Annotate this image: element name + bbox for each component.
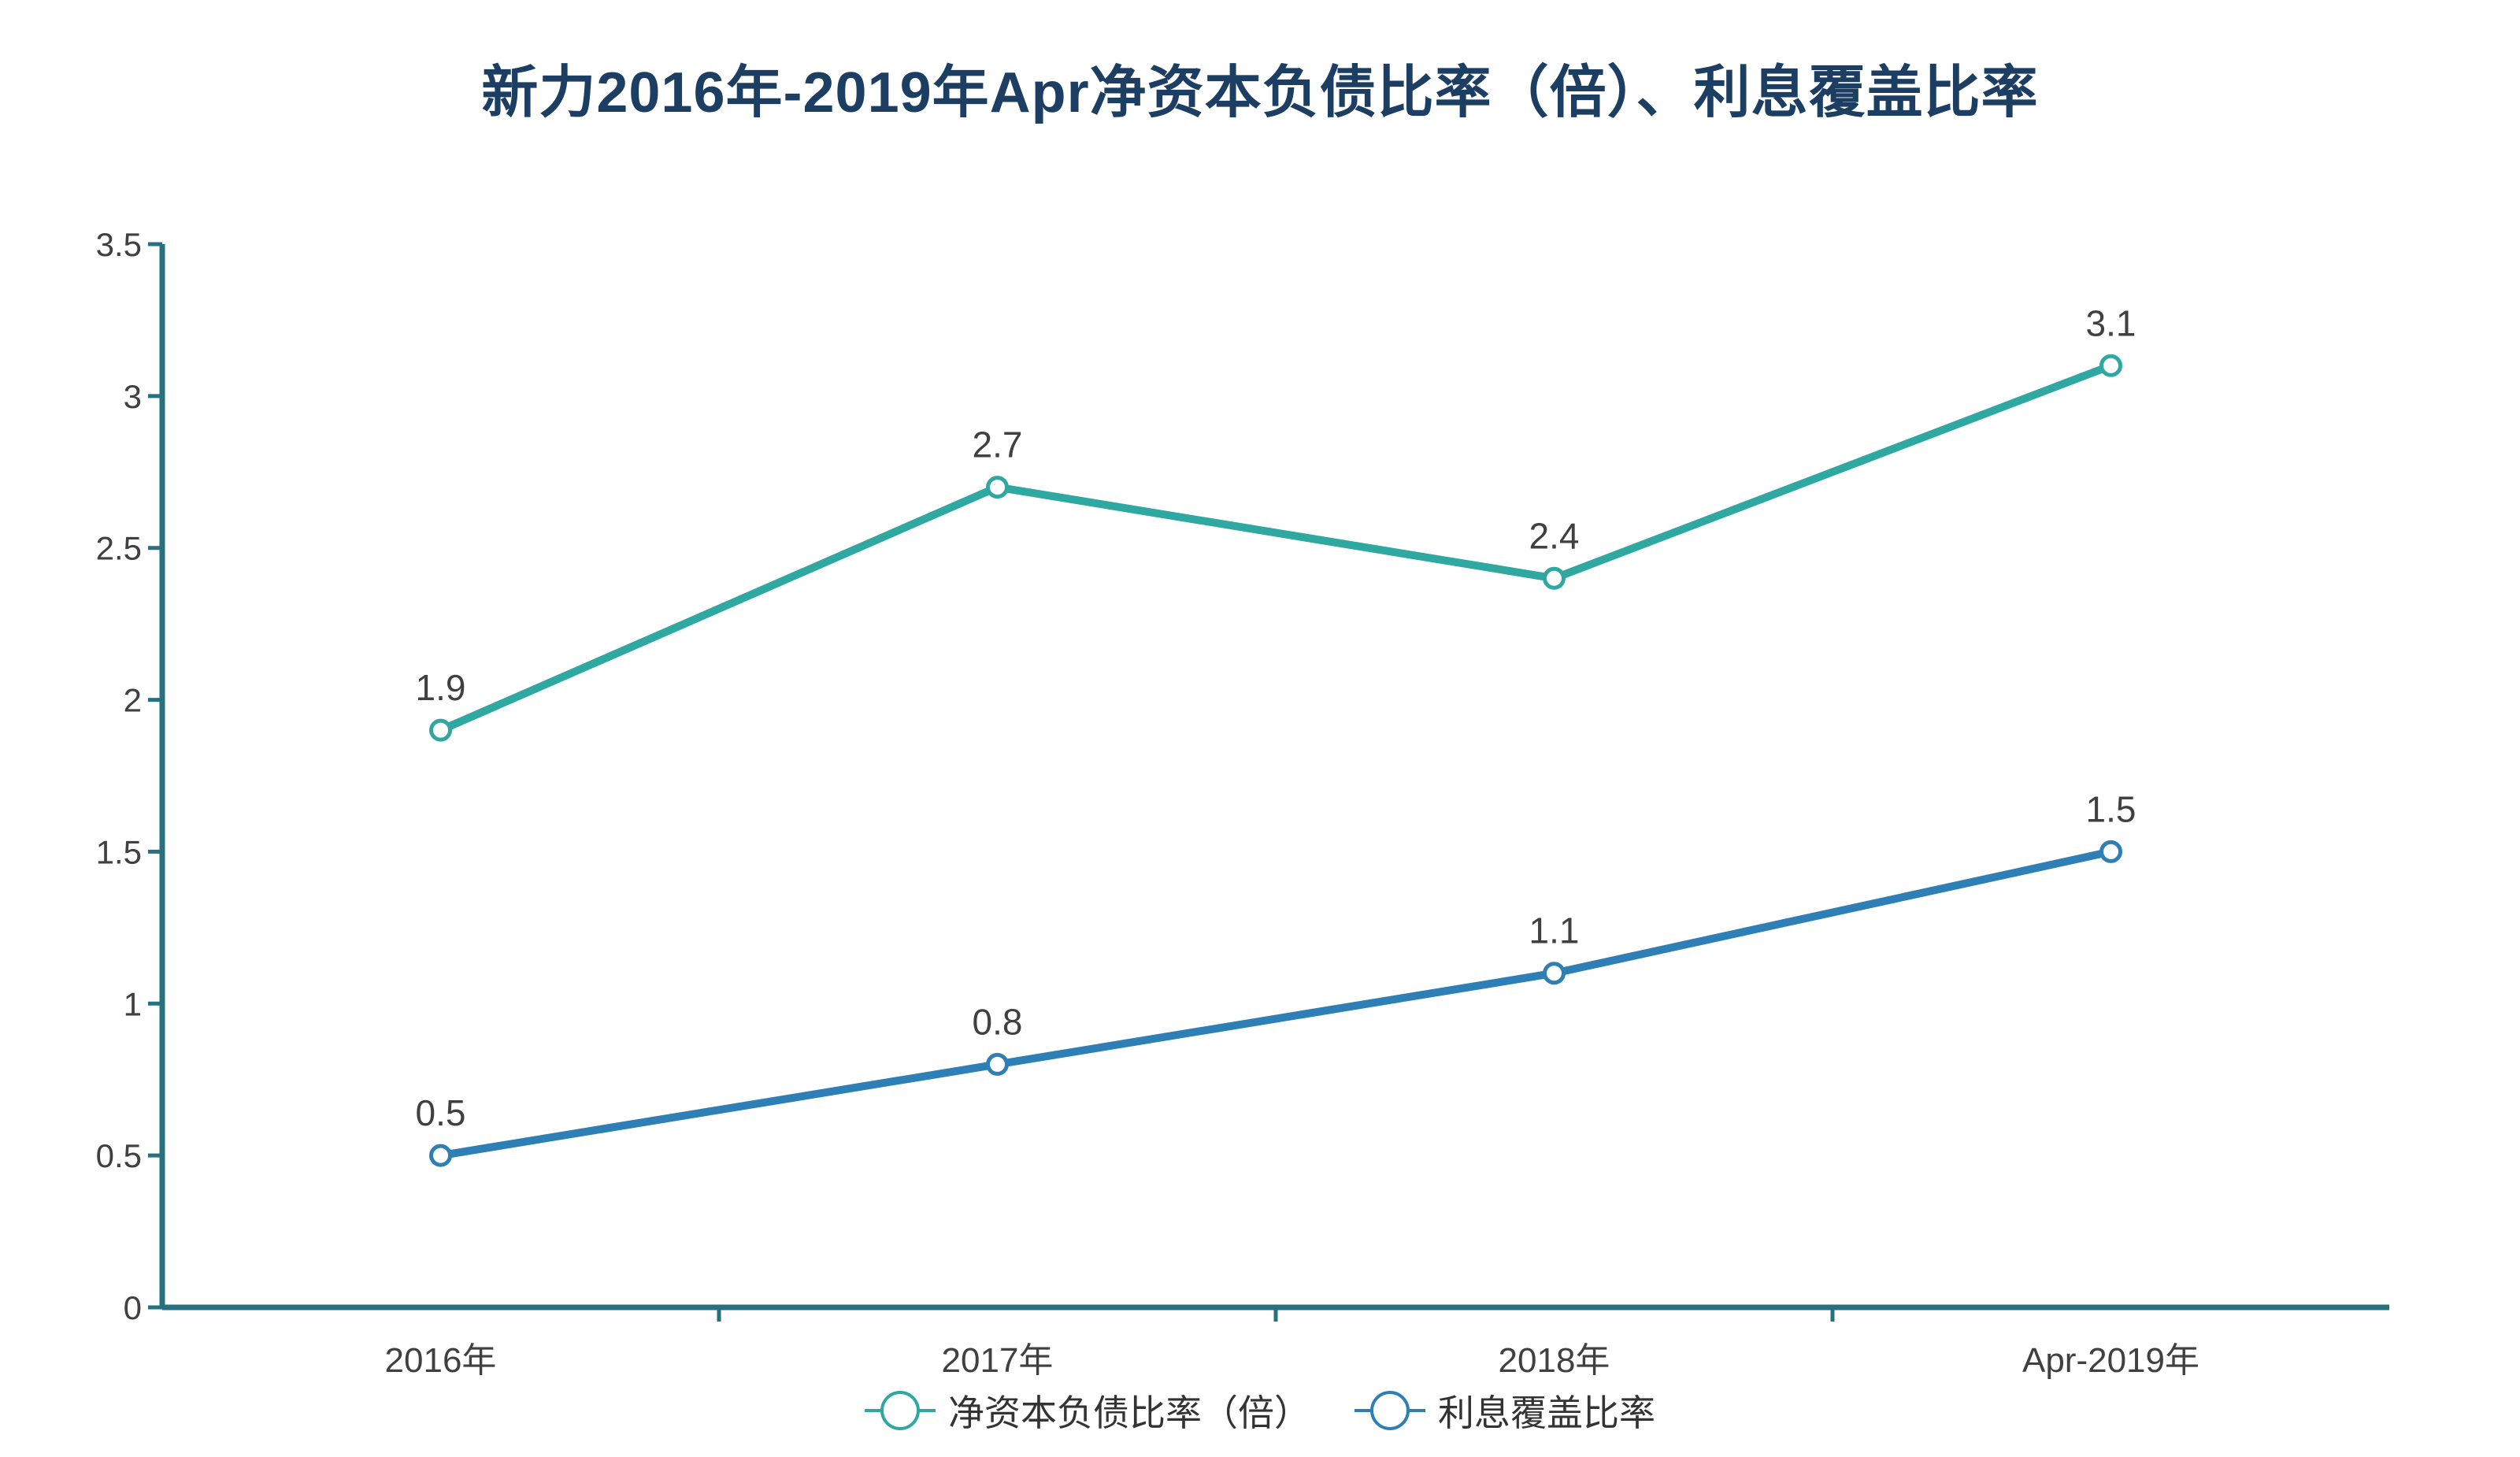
y-axis-tick-label: 0.5 bbox=[96, 1137, 142, 1174]
legend-marker-circle-icon bbox=[865, 1391, 936, 1430]
y-axis-tick-label: 2 bbox=[124, 682, 142, 719]
x-axis-category-label: Apr-2019年 bbox=[2022, 1341, 2199, 1380]
x-axis-category-label: 2018年 bbox=[1499, 1341, 1610, 1380]
data-point-marker bbox=[429, 1144, 452, 1167]
data-point-label: 1.9 bbox=[416, 667, 466, 708]
chart-title: 新力2016年-2019年Apr净资本负债比率（倍）、利息覆盖比率 bbox=[481, 61, 2039, 124]
legend-marker-circle-icon bbox=[1354, 1391, 1425, 1430]
series-line bbox=[439, 361, 2113, 734]
data-point-label: 0.8 bbox=[973, 1001, 1023, 1042]
x-axis-category-label: 2017年 bbox=[942, 1341, 1054, 1380]
legend-item-net-debt-ratio: 净资本负债比率（倍） bbox=[865, 1385, 1310, 1437]
data-point-label: 1.5 bbox=[2086, 788, 2136, 829]
y-axis-tick-label: 3.5 bbox=[96, 226, 142, 263]
data-point-marker bbox=[986, 1052, 1009, 1076]
legend-label-net-debt-ratio: 净资本负债比率（倍） bbox=[948, 1392, 1310, 1433]
y-axis-tick-label: 2.5 bbox=[96, 530, 142, 567]
chart-legend: 净资本负债比率（倍） 利息覆盖比率 bbox=[0, 1385, 2520, 1437]
y-axis-tick-label: 3 bbox=[124, 378, 142, 415]
data-point-marker bbox=[1543, 962, 1566, 985]
data-point-marker bbox=[429, 718, 452, 742]
y-axis-tick-label: 1 bbox=[124, 985, 142, 1022]
legend-item-interest-coverage: 利息覆盖比率 bbox=[1354, 1385, 1655, 1437]
data-point-marker bbox=[2099, 840, 2122, 863]
data-point-label: 2.4 bbox=[1529, 515, 1580, 556]
data-point-marker bbox=[986, 476, 1009, 499]
data-point-label: 0.5 bbox=[416, 1092, 466, 1133]
data-point-label: 1.1 bbox=[1529, 910, 1580, 951]
data-point-marker bbox=[2099, 354, 2122, 377]
data-point-marker bbox=[1543, 566, 1566, 590]
y-axis-tick-label: 1.5 bbox=[96, 833, 142, 870]
data-point-label: 3.1 bbox=[2086, 302, 2136, 343]
series-line bbox=[439, 847, 2112, 1160]
x-axis-category-label: 2016年 bbox=[385, 1341, 497, 1380]
y-axis-tick-label: 0 bbox=[124, 1289, 142, 1326]
data-point-label: 2.7 bbox=[973, 424, 1023, 465]
legend-label-interest-coverage: 利息覆盖比率 bbox=[1438, 1392, 1655, 1433]
